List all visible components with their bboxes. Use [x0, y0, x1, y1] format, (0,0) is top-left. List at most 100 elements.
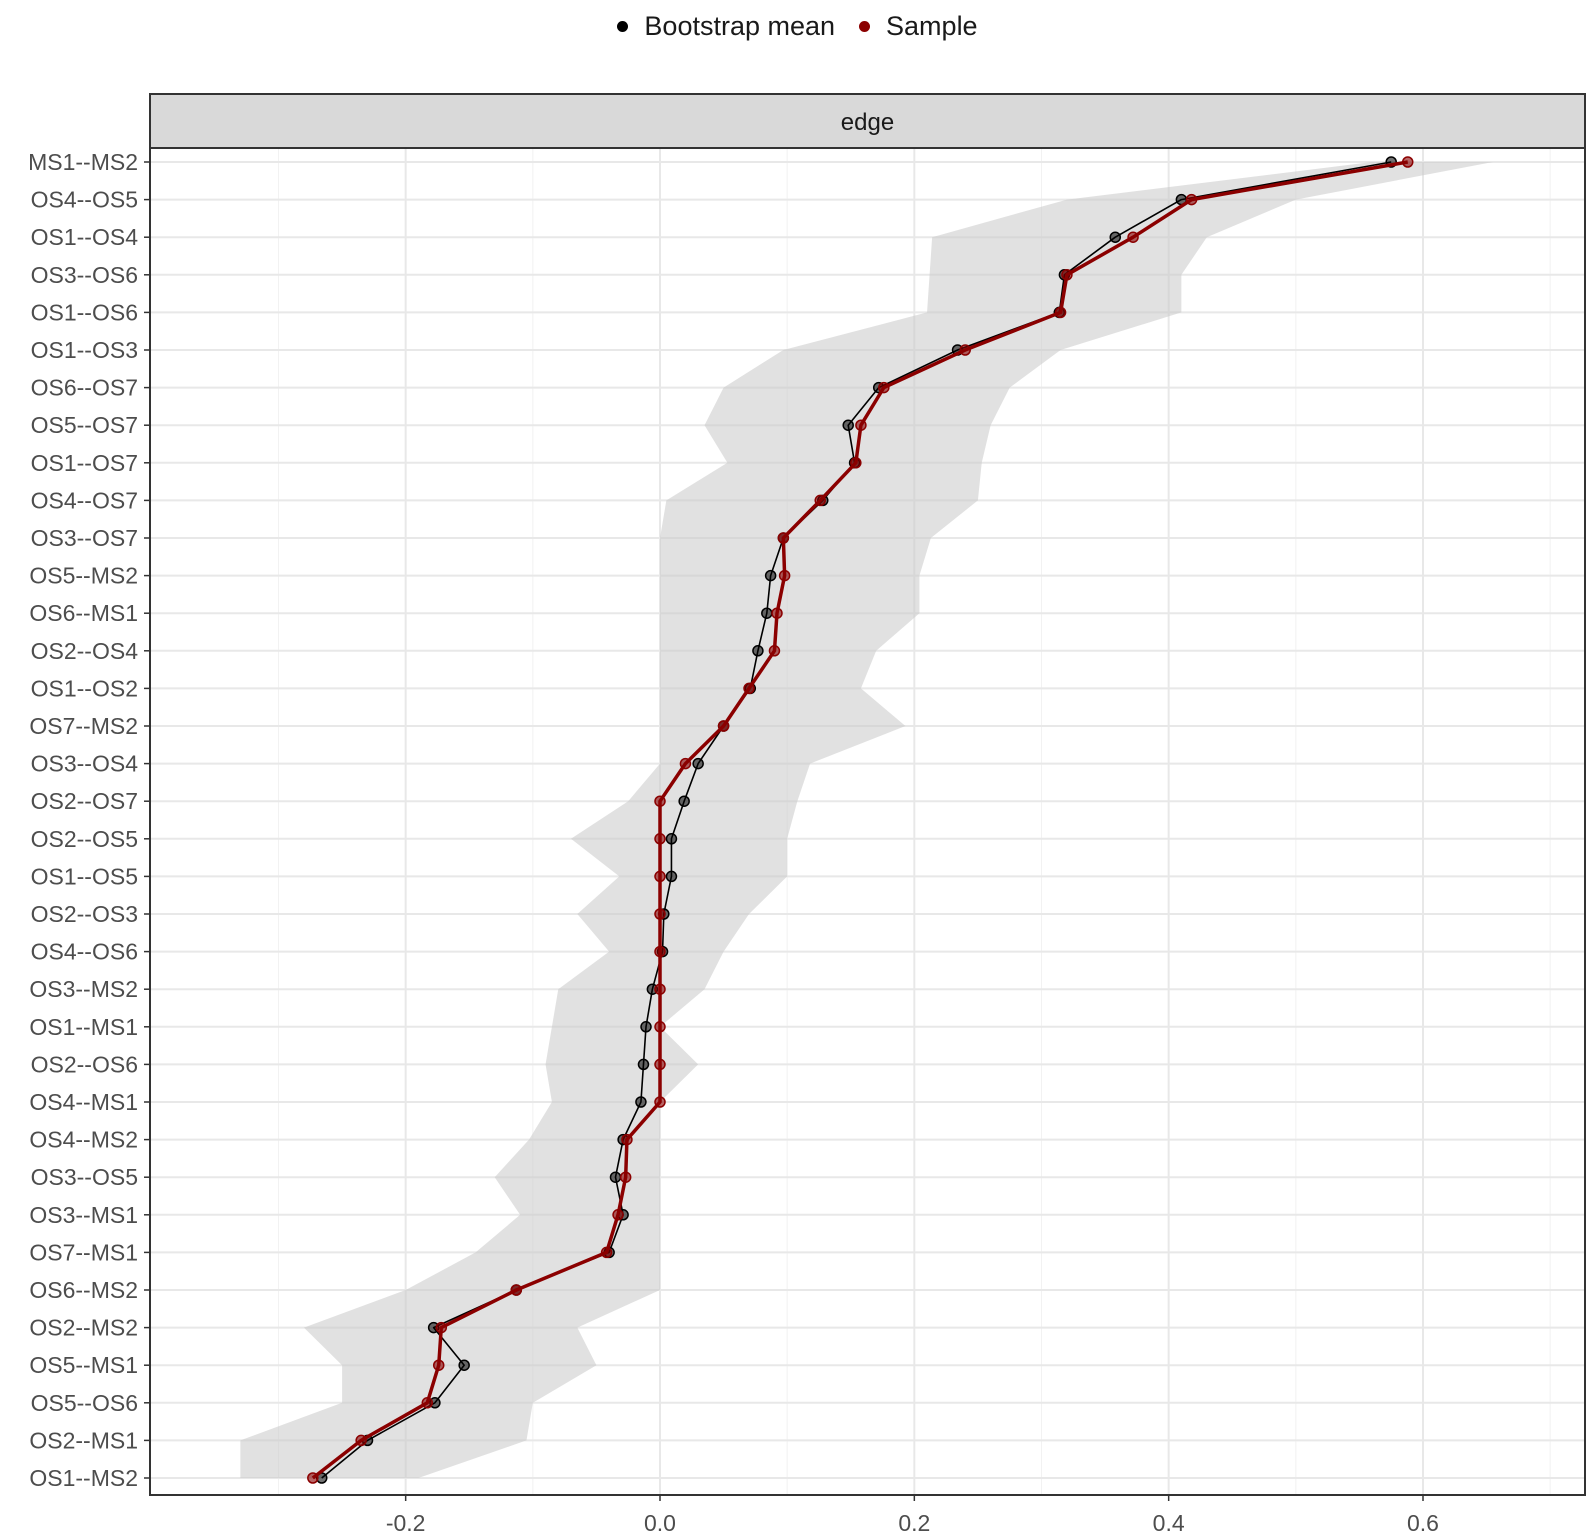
data-point-bootstrap-mean	[678, 795, 690, 807]
data-point-sample	[1061, 269, 1073, 281]
series-line-sample	[311, 160, 1409, 1480]
y-tick-label: OS1--OS3	[31, 337, 138, 363]
data-point-sample	[421, 1397, 434, 1409]
data-point-bootstrap-mean	[640, 1021, 652, 1033]
y-tick-label: OS2--MS2	[29, 1315, 138, 1341]
y-tick-label: OS4--OS5	[31, 187, 138, 213]
data-point-sample	[654, 870, 666, 883]
data-point-sample	[1054, 306, 1067, 319]
y-tick-label: OS2--OS7	[31, 788, 138, 814]
y-tick-label: OS3--MS2	[29, 976, 138, 1002]
data-point-sample	[959, 344, 971, 356]
legend-marker-bootstrap-mean	[617, 20, 629, 32]
data-point-sample	[778, 569, 791, 582]
y-tick-label: OS4--OS7	[31, 487, 138, 513]
y-tick-label: OS5--OS7	[31, 412, 138, 438]
y-tick-label: OS1--OS5	[31, 863, 138, 889]
data-point-bootstrap-mean	[1109, 231, 1122, 243]
y-tick-label: OS1--OS4	[31, 224, 139, 250]
x-tick-label: 0.2	[898, 1510, 930, 1536]
data-point-bootstrap-mean	[761, 607, 773, 619]
y-tick-label: OS2--OS6	[31, 1051, 138, 1077]
data-point-sample	[432, 1359, 445, 1371]
y-tick-label: OS4--MS1	[29, 1089, 138, 1115]
data-point-sample	[654, 1058, 666, 1071]
data-point-bootstrap-mean	[665, 870, 678, 883]
y-tick-label: OS4--MS2	[29, 1127, 138, 1153]
data-point-sample	[878, 381, 890, 394]
data-point-sample	[1185, 193, 1198, 206]
y-tick-label: OS2--OS3	[31, 901, 138, 927]
y-tick-label: OS5--OS6	[31, 1390, 138, 1416]
data-point-bootstrap-mean	[764, 569, 777, 582]
plot-border	[149, 147, 1586, 1496]
y-tick-label: OS5--MS1	[29, 1352, 138, 1378]
y-tick-label: OS3--OS7	[31, 525, 138, 551]
x-tick-label: 0.0	[644, 1510, 676, 1536]
data-point-sample	[621, 1133, 633, 1146]
data-point-sample	[307, 1472, 319, 1484]
data-point-sample	[850, 457, 862, 469]
y-tick-label: OS3--OS4	[31, 751, 139, 777]
data-point-bootstrap-mean	[692, 757, 704, 770]
data-point-bootstrap-mean	[637, 1058, 650, 1071]
legend-label-sample: Sample	[886, 10, 978, 41]
legend-item-bootstrap-mean: Bootstrap mean	[617, 11, 835, 42]
legend-marker-sample	[859, 20, 871, 32]
data-point-sample	[654, 908, 666, 920]
data-point-sample	[619, 1171, 632, 1183]
data-point-sample	[510, 1284, 523, 1296]
data-point-sample	[1401, 156, 1414, 168]
x-tick-label: 0.4	[1153, 1510, 1185, 1536]
data-point-bootstrap-mean	[635, 1096, 647, 1108]
x-tick-label: -0.2	[386, 1510, 426, 1536]
y-tick-label: OS7--MS1	[29, 1239, 138, 1265]
y-tick-label: OS7--MS2	[29, 713, 138, 739]
data-point-sample	[654, 795, 666, 807]
y-tick-label: OS2--OS4	[31, 638, 139, 664]
data-point-sample	[855, 419, 867, 431]
y-tick-label: OS2--OS5	[31, 826, 138, 852]
data-point-bootstrap-mean	[458, 1359, 470, 1371]
data-point-bootstrap-mean	[842, 419, 854, 431]
y-tick-label: OS3--OS6	[31, 262, 138, 288]
y-tick-label: OS1--OS7	[31, 450, 138, 476]
data-point-sample	[600, 1246, 613, 1259]
y-tick-label: OS6--MS2	[29, 1277, 138, 1303]
data-point-sample	[654, 833, 666, 845]
legend: Bootstrap mean Sample	[0, 6, 1595, 46]
data-point-sample	[768, 645, 781, 657]
data-point-sample	[777, 532, 790, 544]
y-tick-label: OS6--MS1	[29, 600, 138, 626]
y-tick-label: OS1--MS1	[29, 1014, 138, 1040]
data-point-bootstrap-mean	[752, 645, 764, 657]
x-tick-label: 0.6	[1407, 1510, 1439, 1536]
legend-label-bootstrap-mean: Bootstrap mean	[644, 10, 836, 41]
data-point-bootstrap-mean	[665, 833, 678, 845]
data-point-sample	[679, 757, 692, 770]
confidence-band	[240, 162, 1493, 1478]
y-tick-label: OS1--OS6	[31, 299, 138, 325]
data-point-sample	[654, 945, 666, 958]
facet-strip-label: edge	[841, 109, 894, 136]
data-point-sample	[612, 1209, 624, 1221]
y-tick-label: OS6--OS7	[31, 375, 138, 401]
y-tick-label: OS1--OS2	[31, 675, 138, 701]
y-tick-label: OS1--MS2	[29, 1465, 138, 1491]
y-tick-label: OS3--MS1	[29, 1202, 138, 1228]
y-tick-label: MS1--MS2	[28, 149, 138, 175]
y-tick-label: OS4--OS6	[31, 939, 138, 965]
data-point-sample	[654, 983, 666, 995]
data-point-sample	[654, 1021, 666, 1033]
data-point-sample	[654, 1096, 666, 1108]
data-point-sample	[814, 494, 826, 507]
y-tick-label: OS3--OS5	[31, 1164, 138, 1190]
data-point-bootstrap-mean	[609, 1171, 622, 1183]
data-point-sample	[743, 682, 755, 695]
data-point-sample	[435, 1321, 448, 1334]
data-point-sample	[355, 1434, 367, 1447]
data-point-sample	[717, 720, 730, 732]
legend-item-sample: Sample	[859, 11, 978, 42]
data-point-sample	[771, 607, 783, 619]
